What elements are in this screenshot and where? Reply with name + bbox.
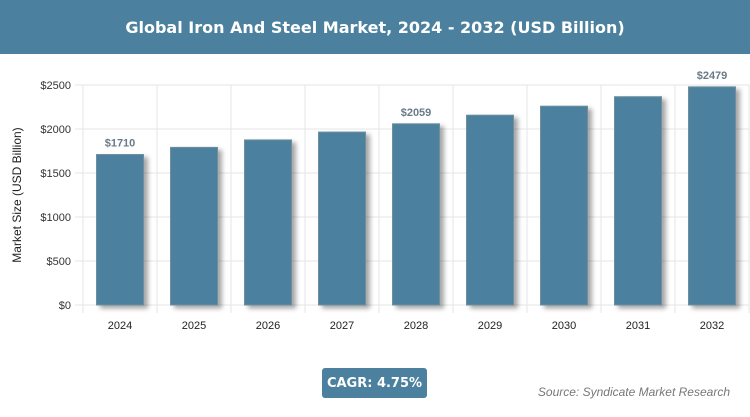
cagr-badge: CAGR: 4.75% — [322, 368, 427, 398]
data-label: $1710 — [105, 138, 136, 150]
y-tick-label: $1000 — [40, 212, 71, 224]
bar — [688, 86, 736, 306]
data-label: $2059 — [401, 107, 432, 119]
y-tick-label: $1500 — [40, 168, 71, 180]
x-tick-label: 2027 — [330, 320, 354, 332]
bar — [466, 114, 514, 306]
bar — [392, 123, 440, 306]
chart-title: Global Iron And Steel Market, 2024 - 203… — [125, 17, 625, 37]
x-tick-label: 2026 — [256, 320, 280, 332]
y-axis-label: Market Size (USD Billion) — [10, 127, 24, 262]
bar — [318, 131, 366, 306]
x-tick-label: 2024 — [108, 320, 132, 332]
bar — [540, 105, 588, 306]
x-tick-label: 2025 — [182, 320, 206, 332]
bar — [170, 146, 218, 306]
x-tick-label: 2032 — [700, 320, 724, 332]
bar-chart: $0 $500 $1000 $1500 $2000 $2500 2024 $1710 2025 2… — [10, 70, 750, 332]
y-tick-label: $2500 — [40, 80, 71, 92]
x-tick-label: 2031 — [626, 320, 650, 332]
y-tick-label: $500 — [47, 256, 71, 268]
data-label: $2479 — [697, 70, 728, 82]
y-tick-label: $0 — [59, 300, 71, 312]
bar — [614, 96, 662, 306]
x-tick-label: 2028 — [404, 320, 428, 332]
bar — [96, 154, 144, 306]
x-tick-label: 2029 — [478, 320, 502, 332]
source-note: Source: Syndicate Market Research — [537, 385, 730, 399]
chart-title-bar: Global Iron And Steel Market, 2024 - 203… — [0, 0, 750, 54]
x-tick-label: 2030 — [552, 320, 576, 332]
y-tick-label: $2000 — [40, 124, 71, 136]
bar — [244, 139, 292, 306]
